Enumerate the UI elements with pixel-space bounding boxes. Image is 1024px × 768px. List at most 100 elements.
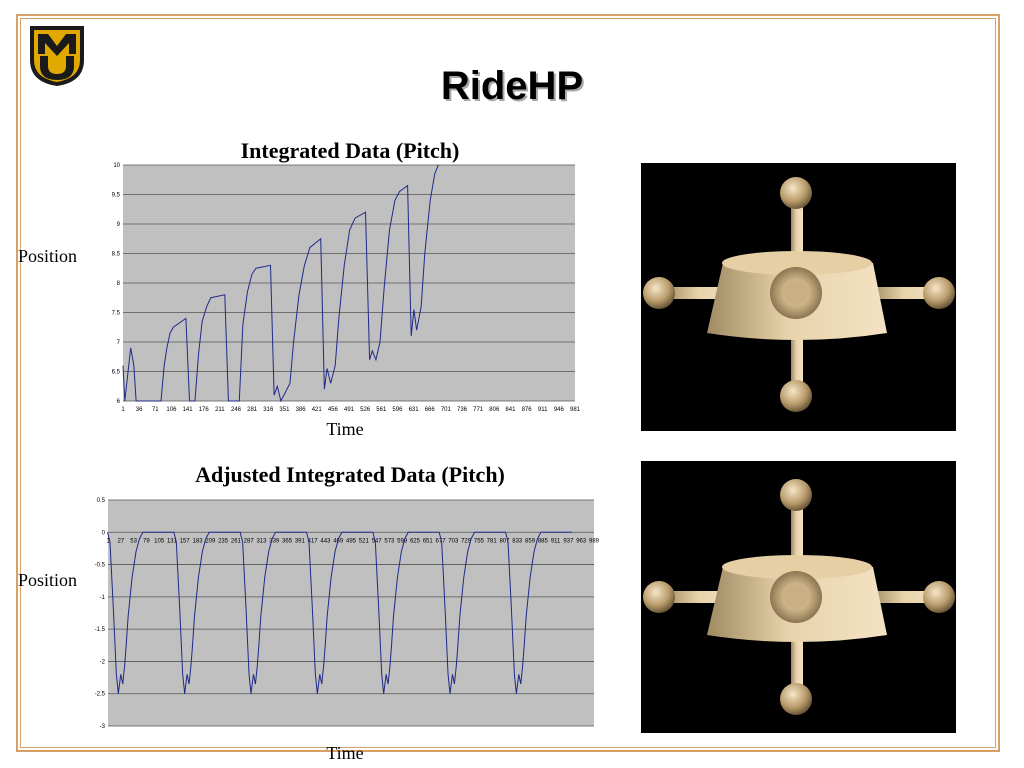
- chart-2-x-tick: 131: [167, 538, 178, 544]
- chart-2-x-tick: 105: [154, 538, 165, 544]
- chart-1-x-tick: 106: [166, 407, 177, 413]
- chart-2-series-line: [107, 531, 572, 694]
- chart-2-y-label: Position: [18, 570, 78, 590]
- chart-2-y-tick: -3: [100, 724, 106, 730]
- chart-1-y-tick: 6: [117, 399, 121, 405]
- chart-1-x-tick: 176: [199, 407, 210, 413]
- chart-2-x-tick: 443: [320, 538, 331, 544]
- chart-2-x-tick: 313: [256, 538, 267, 544]
- chart-1-x-tick: 141: [183, 407, 194, 413]
- chart-2-x-tick: 885: [538, 538, 549, 544]
- chart-2-x-tick: 521: [359, 538, 370, 544]
- chart-1-x-tick: 631: [409, 407, 420, 413]
- chart-2-plot-area: [108, 500, 594, 726]
- chart-integrated-pitch: 6 6.5 7 7.5 8 8.5 9 9.5 10 1 36 71 106 141 176 211 246 28…: [112, 163, 581, 413]
- chart-1-x-tick: 806: [489, 407, 500, 413]
- chart-1-x-tick: 911: [538, 407, 548, 413]
- chart-1-x-tick: 981: [570, 407, 581, 413]
- slide-border-outer: [16, 14, 1000, 752]
- chart-1-x-tick: 736: [457, 407, 468, 413]
- chart-1-x-tick: 841: [505, 407, 516, 413]
- rider-model-render-bottom: [641, 461, 956, 733]
- chart-adjusted-integrated-pitch: 0.5 0 -0.5 -1 -1.5 -2 -2.5 -3 1 27 53 79 105 131 157 18…: [95, 498, 600, 730]
- slide-title: RideHP: [440, 64, 584, 108]
- chart-2-x-tick: 703: [448, 538, 459, 544]
- chart-1-x-tick: 456: [328, 407, 339, 413]
- chart-2-x-tick: 53: [130, 538, 137, 544]
- chart-1-x-tick: 771: [473, 407, 484, 413]
- chart-1-x-tick: 351: [279, 407, 290, 413]
- chart-1-y-tick: 9.5: [112, 193, 121, 199]
- chart-1-x-tick: 596: [392, 407, 403, 413]
- chart-2-x-tick: 625: [410, 538, 421, 544]
- chart-1-y-tick: 6.5: [112, 370, 121, 376]
- chart-2-x-tick: 339: [269, 538, 280, 544]
- chart-1-x-tick: 386: [296, 407, 307, 413]
- chart-2-x-tick: 651: [423, 538, 434, 544]
- chart-1-x-tick: 246: [231, 407, 242, 413]
- chart-1-y-tick: 9: [117, 222, 121, 228]
- chart-1-x-tick: 526: [360, 407, 371, 413]
- chart-2-x-tick: 729: [461, 538, 472, 544]
- chart-1-y-tick: 7.5: [112, 311, 121, 317]
- chart-2-x-tick: 963: [576, 538, 587, 544]
- chart-2-title: Adjusted Integrated Data (Pitch): [195, 462, 505, 487]
- chart-1-x-tick: 316: [263, 407, 274, 413]
- chart-1-x-tick: 36: [136, 407, 143, 413]
- chart-1-y-tick: 8: [117, 281, 121, 287]
- chart-1-x-tick: 946: [554, 407, 565, 413]
- chart-1-y-tick: 10: [113, 163, 120, 169]
- chart-1-x-tick: 421: [312, 407, 323, 413]
- chart-2-x-tick: 989: [589, 538, 600, 544]
- chart-1-x-label: Time: [326, 419, 364, 439]
- chart-2-x-tick: 183: [193, 538, 204, 544]
- chart-1-y-label: Position: [18, 246, 78, 266]
- chart-2-y-tick: 0: [102, 530, 106, 536]
- chart-2-x-tick: 677: [436, 538, 447, 544]
- chart-2-x-tick: 157: [180, 538, 191, 544]
- chart-2-y-tick: -1: [100, 595, 106, 601]
- chart-1-series-line: [122, 164, 439, 403]
- chart-2-x-tick: 469: [333, 538, 344, 544]
- chart-2-x-tick: 365: [282, 538, 293, 544]
- chart-2-y-tick: -2.5: [95, 692, 106, 698]
- chart-1-title: Integrated Data (Pitch): [240, 138, 460, 163]
- chart-2-y-tick: -1.5: [95, 627, 106, 633]
- chart-2-x-tick: 781: [487, 538, 498, 544]
- chart-2-x-tick: 859: [525, 538, 536, 544]
- chart-2-x-tick: 599: [397, 538, 408, 544]
- chart-2-x-tick: 911: [551, 538, 561, 544]
- chart-2-y-tick: -2: [100, 659, 106, 665]
- chart-1-y-tick: 8.5: [112, 252, 121, 258]
- chart-1-x-tick: 211: [215, 407, 225, 413]
- chart-2-x-tick: 235: [218, 538, 229, 544]
- chart-2-y-tick: 0.5: [97, 498, 106, 504]
- chart-2-x-tick: 417: [308, 538, 319, 544]
- chart-2-x-tick: 261: [231, 538, 242, 544]
- chart-1-x-tick: 71: [152, 407, 159, 413]
- chart-2-x-tick: 27: [117, 538, 124, 544]
- slide-border-inner: [20, 18, 996, 748]
- chart-2-x-tick: 755: [474, 538, 485, 544]
- chart-2-x-tick: 573: [384, 538, 395, 544]
- chart-2-x-label: Time: [326, 743, 364, 763]
- chart-2-x-tick: 495: [346, 538, 357, 544]
- chart-1-x-tick: 281: [247, 407, 258, 413]
- chart-1-x-tick: 491: [344, 407, 355, 413]
- chart-1-x-tick: 666: [425, 407, 436, 413]
- chart-2-x-tick: 937: [563, 538, 574, 544]
- chart-2-x-tick: 287: [244, 538, 255, 544]
- chart-2-x-tick: 547: [372, 538, 383, 544]
- rider-model-render-top: [641, 163, 956, 431]
- chart-2-x-tick: 209: [205, 538, 216, 544]
- chart-1-x-tick: 701: [441, 407, 452, 413]
- chart-2-x-tick: 391: [295, 538, 306, 544]
- chart-1-x-tick: 561: [376, 407, 387, 413]
- chart-1-y-tick: 7: [117, 340, 121, 346]
- university-logo: [30, 26, 84, 86]
- chart-1-x-tick: 876: [522, 407, 533, 413]
- chart-2-y-tick: -0.5: [95, 563, 106, 569]
- chart-2-x-tick: 79: [143, 538, 150, 544]
- chart-2-x-tick: 807: [499, 538, 510, 544]
- chart-1-x-tick: 1: [121, 407, 125, 413]
